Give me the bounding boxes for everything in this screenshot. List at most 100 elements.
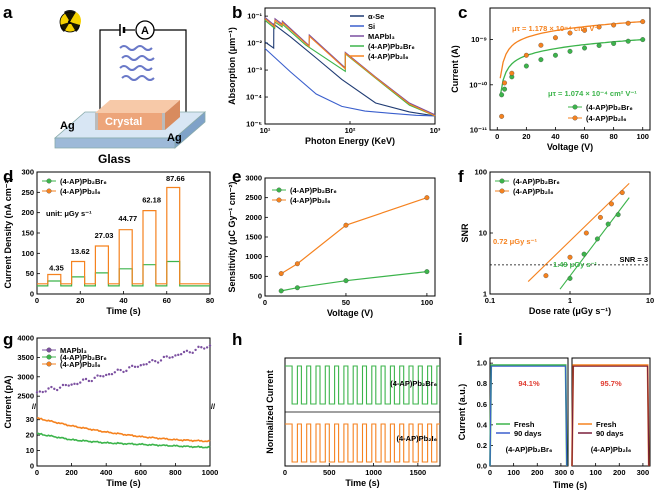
data-point-c-0-8 <box>596 43 602 48</box>
x-tick-label-i-1-1: 100 <box>589 468 602 477</box>
data-point-g-0-44 <box>99 374 102 378</box>
data-point-g-0-70 <box>136 365 140 369</box>
data-point-c-0-10 <box>625 38 631 44</box>
data-point-g-0-110 <box>194 348 197 352</box>
data-point-g-0-92 <box>168 356 171 359</box>
x-tick-label-i-0-3: 300 <box>555 468 568 477</box>
y-tick-label-d-1: 50 <box>26 269 34 278</box>
cycle-trace-h-0 <box>285 365 440 405</box>
series-line-b-1 <box>264 48 436 117</box>
data-point-g-0-116 <box>203 347 206 350</box>
series-line-b-3 <box>264 19 436 117</box>
x-tick-label-h-3: 1500 <box>410 468 427 477</box>
data-point-g-0-86 <box>159 359 163 362</box>
data-point-g-0-58 <box>119 368 122 372</box>
x-tick-label-b-0: 10¹ <box>260 126 271 135</box>
y-tick-label-g-2: 20 <box>26 431 34 440</box>
x-tick-label-d-0: 0 <box>35 296 39 305</box>
y-tick-label-i-3: 0.6 <box>477 400 487 409</box>
y-tick-label-g-1: 10 <box>26 446 34 455</box>
data-point-c-0-4 <box>538 57 544 63</box>
x-tick-label-g-2: 400 <box>100 468 113 477</box>
x-tick-label-e-2: 100 <box>421 298 434 307</box>
y-axis-title-i: Current (a.u.) <box>457 384 467 441</box>
data-point-f-1-0 <box>543 273 549 279</box>
dose-label-d-0: 4.35 <box>49 263 64 272</box>
y-tick-label-d-5: 250 <box>21 188 34 197</box>
data-point-c-0-9 <box>611 41 617 46</box>
y-axis-title-g: Current (pA) <box>3 376 13 429</box>
data-point-c-0-5 <box>553 52 558 58</box>
x-tick-label-b-1: 10² <box>345 126 356 135</box>
data-point-c-0-7 <box>582 45 587 51</box>
y-tick-label-f-2: 100 <box>474 168 487 177</box>
legend-e-0-swatch <box>276 187 282 193</box>
series-line-i-0-1 <box>489 365 568 467</box>
legend-b-4-label: (4-AP)Pb₂I₆ <box>368 52 409 61</box>
data-point-g-0-68 <box>133 365 137 369</box>
legend-e-0-label: (4-AP)Pb₂Br₆ <box>290 186 337 195</box>
dose-label-d-3: 44.77 <box>118 214 137 223</box>
x-tick-label-i-0-2: 200 <box>531 468 544 477</box>
panel-letter-c: c <box>458 3 467 22</box>
chart-d: 0 20 40 60 80 0 50 100 150 200 250 300 Time (s) Curre… <box>3 168 214 317</box>
x-tick-label-b-2: 10³ <box>430 126 441 135</box>
x-axis-title-e: Voltage (V) <box>327 308 373 318</box>
x-tick-label-g-4: 800 <box>169 468 182 477</box>
material-label-i-1: (4-AP)Pb₂I₆ <box>591 445 632 454</box>
data-point-g-0-36 <box>87 379 91 383</box>
data-point-c-1-8 <box>596 24 602 30</box>
data-point-g-0-104 <box>185 349 189 353</box>
y-tick-label-d-3: 150 <box>21 229 34 238</box>
panel-letter-g: g <box>3 330 13 349</box>
series-line-b-4 <box>264 18 436 117</box>
y-tick-label-b-4: 10⁻¹ <box>247 12 262 21</box>
panel-letter-b: b <box>232 3 242 22</box>
data-point-e-0-1 <box>294 285 300 291</box>
y-axis-title-f: SNR <box>460 223 470 243</box>
panel-letter-h: h <box>232 330 242 349</box>
data-point-g-0-26 <box>73 382 76 386</box>
legend-e-1-swatch <box>276 197 282 203</box>
legend-c-1-swatch <box>572 115 578 121</box>
x-tick-label-c-5: 100 <box>636 132 649 141</box>
legend-i-1-0-label: Fresh <box>596 420 617 429</box>
data-point-f-0-0 <box>567 275 573 281</box>
data-point-g-0-14 <box>55 388 59 392</box>
legend-g-1-label: (4-AP)Pb₂Br₆ <box>60 353 107 362</box>
y-axis-title-c: Current (A) <box>450 45 460 93</box>
data-point-g-0-94 <box>171 355 174 359</box>
x-tick-label-i-1-0: 0 <box>570 468 574 477</box>
y-tick-label-f-1: 10 <box>479 229 487 238</box>
data-point-g-0-6 <box>44 390 47 393</box>
data-point-g-0-30 <box>79 381 82 384</box>
electrode-right-label: Ag <box>167 132 182 144</box>
legend-i-0-0-label: Fresh <box>514 420 535 429</box>
data-point-c-1-7 <box>582 27 587 33</box>
x-tick-label-c-2: 40 <box>551 132 559 141</box>
data-point-f-1-2 <box>583 230 589 236</box>
data-point-g-0-118 <box>205 346 209 349</box>
panel-letter-e: e <box>232 167 241 186</box>
y-tick-label-i-0: 0.0 <box>477 462 487 471</box>
panel-letter-i: i <box>458 330 463 349</box>
retention-label-i-0: 94.1% <box>518 379 540 388</box>
data-point-c-1-2 <box>509 70 515 76</box>
x-axis-title-b: Photon Energy (KeV) <box>305 136 395 146</box>
x-axis-title-h: Time (s) <box>345 478 379 488</box>
fit-curve-c-0 <box>499 38 643 97</box>
data-point-e-1-1 <box>294 261 300 267</box>
x-tick-label-f-2: 10 <box>646 296 654 305</box>
data-point-g-0-82 <box>154 359 157 363</box>
data-point-c-0-3 <box>523 63 529 69</box>
legend-f-0-swatch <box>499 178 505 184</box>
x-tick-label-g-0: 0 <box>35 468 39 477</box>
x-axis-title-g: Time (s) <box>106 478 140 488</box>
y-tick-label-b-1: 10⁻⁴ <box>246 93 262 102</box>
y-tick-label-c-2: 10⁻⁹ <box>471 35 487 44</box>
y-tick-label-b-2: 10⁻³ <box>247 66 262 75</box>
data-point-g-0-18 <box>61 383 65 387</box>
data-point-c-1-9 <box>611 22 617 28</box>
